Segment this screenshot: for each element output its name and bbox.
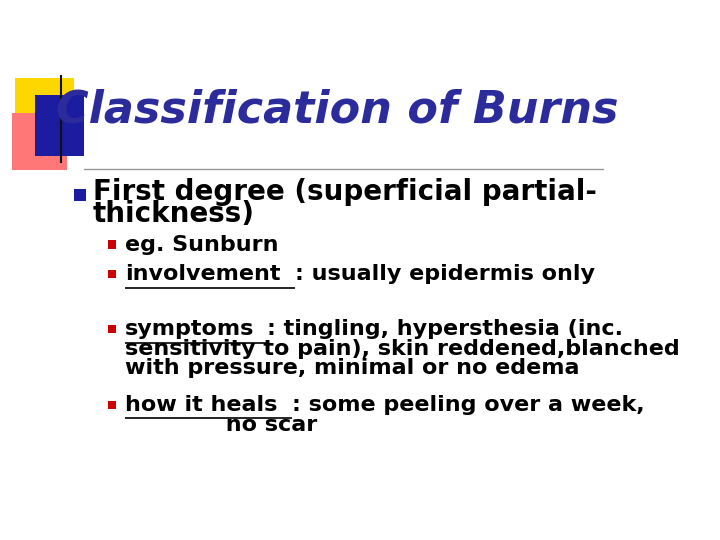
Text: involvement: involvement [125,264,280,284]
Bar [15,78,74,135]
Text: how it heals: how it heals [125,395,277,415]
Text: no scar: no scar [125,415,317,435]
Text: with pressure, minimal or no edema: with pressure, minimal or no edema [125,358,580,378]
Text: First degree (superficial partial-: First degree (superficial partial- [93,178,597,206]
Text: : some peeling over a week,: : some peeling over a week, [292,395,644,415]
Bar [35,96,84,156]
Text: Classification of Burns: Classification of Burns [56,88,618,131]
Bar [12,113,67,171]
Bar [108,240,117,249]
Text: sensitivity to pain), skin reddened,blanched: sensitivity to pain), skin reddened,blan… [125,339,680,359]
Bar [108,325,117,333]
Text: symptoms: symptoms [125,319,254,339]
Bar [74,189,86,201]
Text: : tingling, hypersthesia (inc.: : tingling, hypersthesia (inc. [266,319,623,339]
Bar [108,270,117,279]
Bar [108,401,117,409]
Text: : usually epidermis only: : usually epidermis only [295,264,595,284]
Text: eg. Sunburn: eg. Sunburn [125,235,279,255]
Text: thickness): thickness) [93,200,255,228]
